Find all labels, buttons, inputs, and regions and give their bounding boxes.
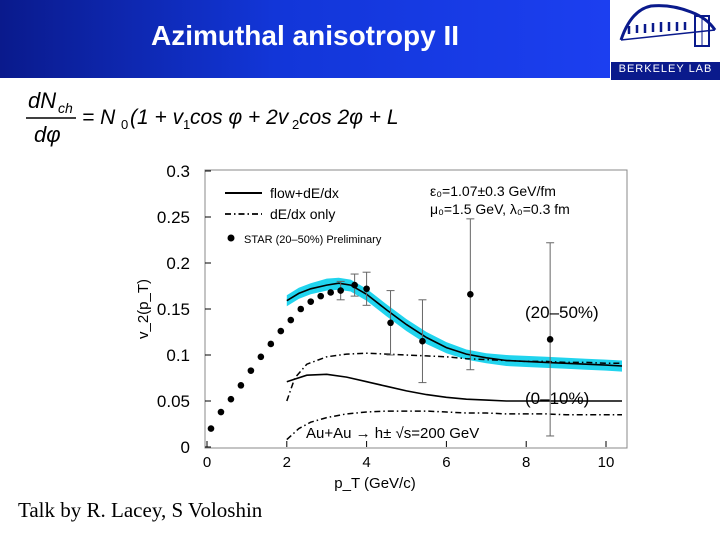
x-tick-label: 2 — [283, 454, 291, 471]
footer-credit: Talk by R. Lacey, S Voloshin — [18, 498, 263, 522]
legend-label: flow+dE/dx — [270, 185, 339, 201]
data-point — [387, 319, 394, 327]
legend-label: STAR (20–50%) Preliminary — [244, 234, 382, 246]
x-tick-label: 0 — [203, 454, 211, 471]
data-point — [317, 292, 325, 300]
series-line-2 — [286, 352, 622, 402]
data-point — [287, 316, 295, 324]
data-point — [297, 305, 305, 313]
data-point — [363, 285, 370, 293]
x-tick-label: 4 — [362, 454, 370, 471]
formula-denominator: dφ — [34, 122, 61, 147]
berkeley-lab-logo: BERKELEY LAB — [611, 0, 720, 80]
data-point — [467, 290, 474, 298]
y-tick-label: 0.05 — [157, 392, 190, 411]
formula-rhs-b: (1 + v — [130, 106, 185, 129]
data-point — [267, 340, 275, 348]
formula-rhs-c-sub: 2 — [292, 117, 299, 132]
slide-title: Azimuthal anisotropy II — [150, 20, 460, 51]
flow-uncertainty-band — [286, 277, 622, 372]
series-line-3 — [286, 410, 622, 441]
title-bar — [0, 0, 610, 78]
x-tick-label: 8 — [522, 454, 530, 471]
x-axis-label: p_T (GeV/c) — [334, 475, 415, 492]
annotation-collision-system: Au+Au → h± √s=200 GeV — [306, 425, 479, 442]
y-tick-label: 0.15 — [157, 300, 190, 319]
logo-text: BERKELEY LAB — [618, 63, 713, 75]
series-line-0 — [286, 282, 623, 367]
data-point — [419, 337, 426, 345]
data-point — [207, 425, 215, 432]
logo-bar — [611, 62, 720, 80]
parameter-label: ε₀=1.07±0.3 GeV/fm — [430, 183, 556, 199]
data-point — [327, 289, 334, 296]
series-line-1 — [286, 373, 622, 402]
v2-formula: dN ch dφ = N 0 (1 + v 1 cos φ + 2v 2 cos… — [26, 88, 400, 147]
data-point — [337, 287, 344, 294]
x-tick-label: 6 — [442, 454, 450, 471]
data-point — [351, 281, 358, 289]
formula-rhs-a-sub: 0 — [121, 117, 128, 132]
data-point — [257, 353, 265, 361]
y-tick-label: 0.1 — [166, 346, 190, 365]
data-point — [247, 367, 255, 374]
formula-rhs-b-sub: 1 — [183, 117, 190, 132]
formula-numerator-sub: ch — [58, 100, 73, 116]
data-point — [307, 298, 315, 305]
y-tick-label: 0.2 — [166, 254, 190, 273]
y-axis-label: v_2(p_T) — [135, 279, 152, 339]
legend-label: dE/dx only — [270, 206, 335, 222]
data-point — [277, 327, 285, 335]
formula-rhs-c: cos φ + 2v — [190, 106, 290, 129]
data-point — [217, 408, 225, 416]
legend: flow+dE/dx dE/dx only STAR (20–50%) Prel… — [225, 185, 382, 246]
y-tick-label: 0.25 — [157, 208, 190, 227]
berkeley-lab-logo-icon — [619, 4, 717, 47]
data-point — [227, 395, 235, 403]
formula-numerator: dN — [28, 88, 56, 113]
parameter-label: μ₀=1.5 GeV, λ₀=0.3 fm — [430, 201, 570, 217]
annotation-centrality-20-50: (20–50%) — [525, 303, 599, 322]
x-tick-label: 10 — [598, 454, 615, 471]
y-tick-label: 0.3 — [166, 162, 190, 181]
data-point — [237, 382, 245, 389]
y-tick-label: 0 — [181, 438, 190, 457]
annotation-centrality-0-10: (0–10%) — [525, 389, 589, 408]
formula-rhs-a: = N — [82, 106, 116, 129]
legend-marker — [227, 234, 235, 242]
formula-rhs-d: cos 2φ + L ) — [299, 106, 400, 129]
data-point — [546, 336, 554, 343]
